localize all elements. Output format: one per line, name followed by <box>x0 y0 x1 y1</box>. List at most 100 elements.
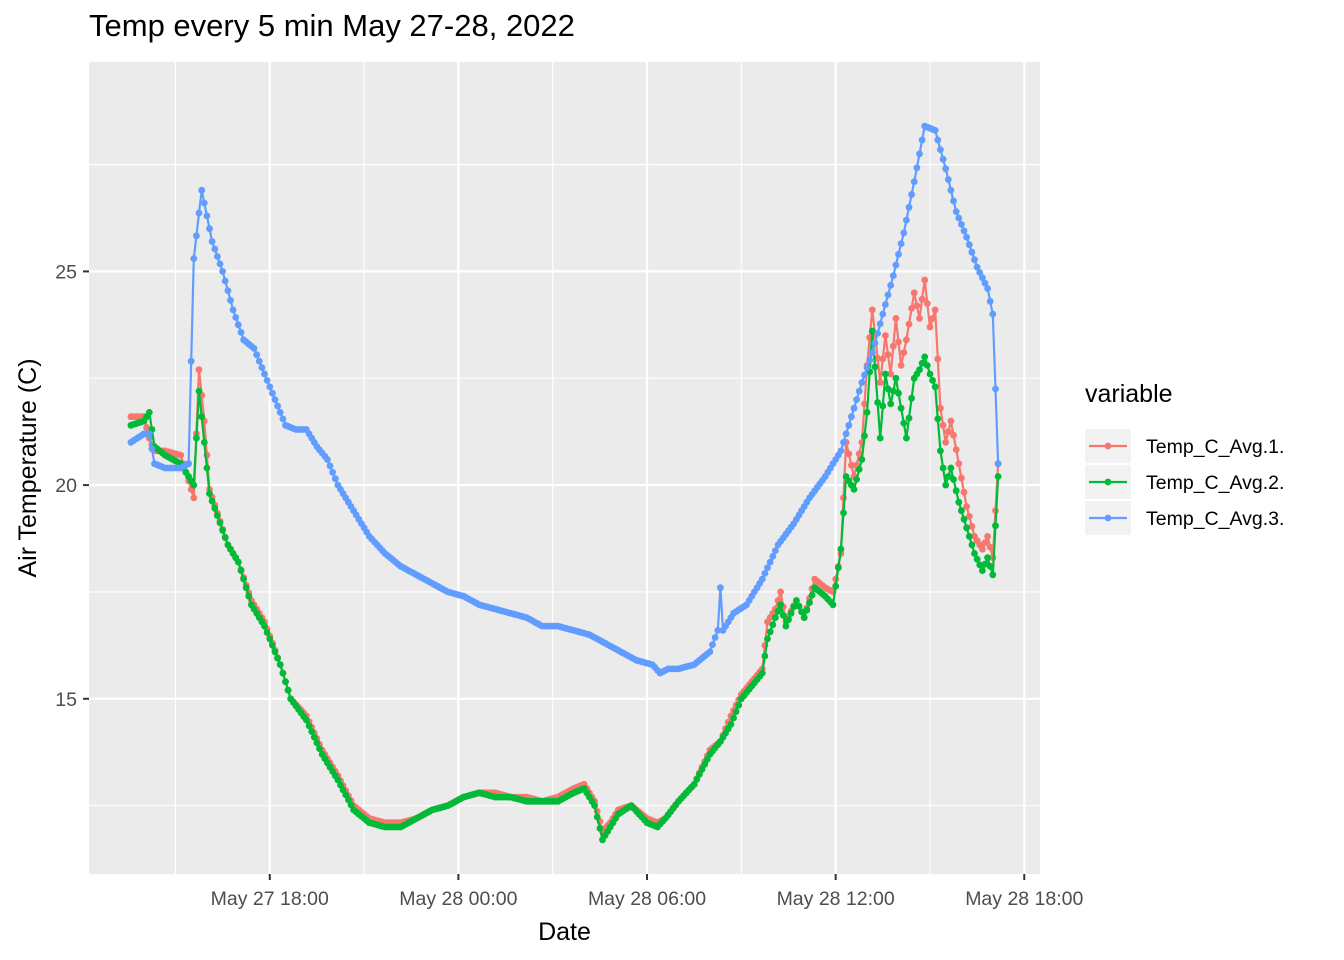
data-point <box>908 394 915 402</box>
data-point <box>858 456 866 463</box>
data-point <box>730 714 737 722</box>
data-point <box>965 241 973 249</box>
data-point <box>918 359 926 367</box>
data-point <box>963 524 970 532</box>
data-point <box>216 260 224 268</box>
data-point <box>790 603 798 611</box>
data-point <box>800 614 808 621</box>
data-point <box>897 240 905 248</box>
data-point <box>850 404 858 412</box>
data-point <box>261 622 268 630</box>
data-point <box>274 654 281 662</box>
data-point <box>952 208 960 216</box>
data-point <box>861 400 868 408</box>
data-point <box>874 399 881 406</box>
legend-item: Temp_C_Avg.1. <box>1085 429 1284 463</box>
data-point <box>923 300 931 307</box>
data-point <box>934 136 942 144</box>
data-point <box>952 446 960 453</box>
data-point <box>884 385 892 393</box>
data-point <box>808 591 816 599</box>
data-point <box>960 227 968 235</box>
data-point <box>971 256 978 264</box>
data-point <box>903 216 910 224</box>
x-tick-label: May 28 12:00 <box>777 888 895 910</box>
data-point <box>703 755 711 763</box>
data-point <box>900 419 908 427</box>
data-point <box>308 728 316 735</box>
data-point <box>876 379 884 386</box>
data-point <box>777 588 784 596</box>
data-point <box>992 385 999 393</box>
data-point <box>939 155 947 163</box>
data-point <box>190 255 198 262</box>
data-point <box>709 641 716 648</box>
data-point <box>989 310 997 318</box>
data-point <box>884 351 892 359</box>
data-point <box>905 203 913 211</box>
minor-gridlines <box>89 62 1040 874</box>
legend: variable Temp_C_Avg.1.Temp_C_Avg.2.Temp_… <box>1085 380 1284 535</box>
data-point <box>876 434 884 442</box>
data-point <box>785 616 792 624</box>
data-point <box>701 760 709 768</box>
data-point <box>842 430 850 438</box>
data-point <box>232 314 240 321</box>
data-point <box>908 191 915 198</box>
data-point <box>591 802 598 809</box>
data-point <box>793 597 800 604</box>
data-point <box>895 250 902 258</box>
data-point <box>971 550 978 557</box>
data-point <box>214 512 221 519</box>
data-point <box>324 456 331 463</box>
data-point <box>976 561 984 569</box>
data-point <box>931 383 939 391</box>
data-point <box>769 552 777 560</box>
data-point <box>918 295 926 303</box>
data-point <box>994 473 1002 480</box>
data-point <box>774 607 782 615</box>
data-point <box>931 126 939 134</box>
data-point <box>937 447 944 455</box>
data-point <box>279 415 287 423</box>
series-2 <box>127 327 1002 844</box>
data-point <box>882 301 889 308</box>
data-point <box>347 801 355 809</box>
data-point <box>947 464 955 472</box>
data-point <box>892 261 900 269</box>
x-tick-label: May 28 00:00 <box>399 888 517 910</box>
data-point <box>177 451 185 459</box>
data-point <box>200 439 208 446</box>
data-point <box>145 409 153 416</box>
data-point <box>237 328 245 336</box>
data-point <box>958 474 965 482</box>
data-point <box>211 245 219 253</box>
data-point <box>258 364 266 371</box>
data-point <box>944 176 952 183</box>
data-point <box>950 476 957 483</box>
data-point <box>840 509 847 517</box>
data-point <box>944 473 952 480</box>
data-point <box>968 541 976 549</box>
data-point <box>696 770 703 778</box>
series-layer <box>127 122 1002 844</box>
data-point <box>897 362 905 369</box>
data-point <box>758 575 766 583</box>
data-point <box>882 332 889 339</box>
data-point <box>916 315 923 322</box>
data-point <box>227 296 234 304</box>
data-point <box>992 522 999 530</box>
data-point <box>984 285 991 292</box>
data-point <box>732 708 740 715</box>
data-point <box>806 599 813 606</box>
legend-key-point <box>1104 442 1112 450</box>
data-point <box>148 445 156 453</box>
data-point <box>271 648 279 656</box>
x-tick-label: May 28 06:00 <box>588 888 706 910</box>
data-point <box>986 543 994 551</box>
data-point <box>198 413 206 421</box>
plot-panel <box>89 62 1040 874</box>
data-point <box>937 404 944 412</box>
data-point <box>193 434 200 442</box>
